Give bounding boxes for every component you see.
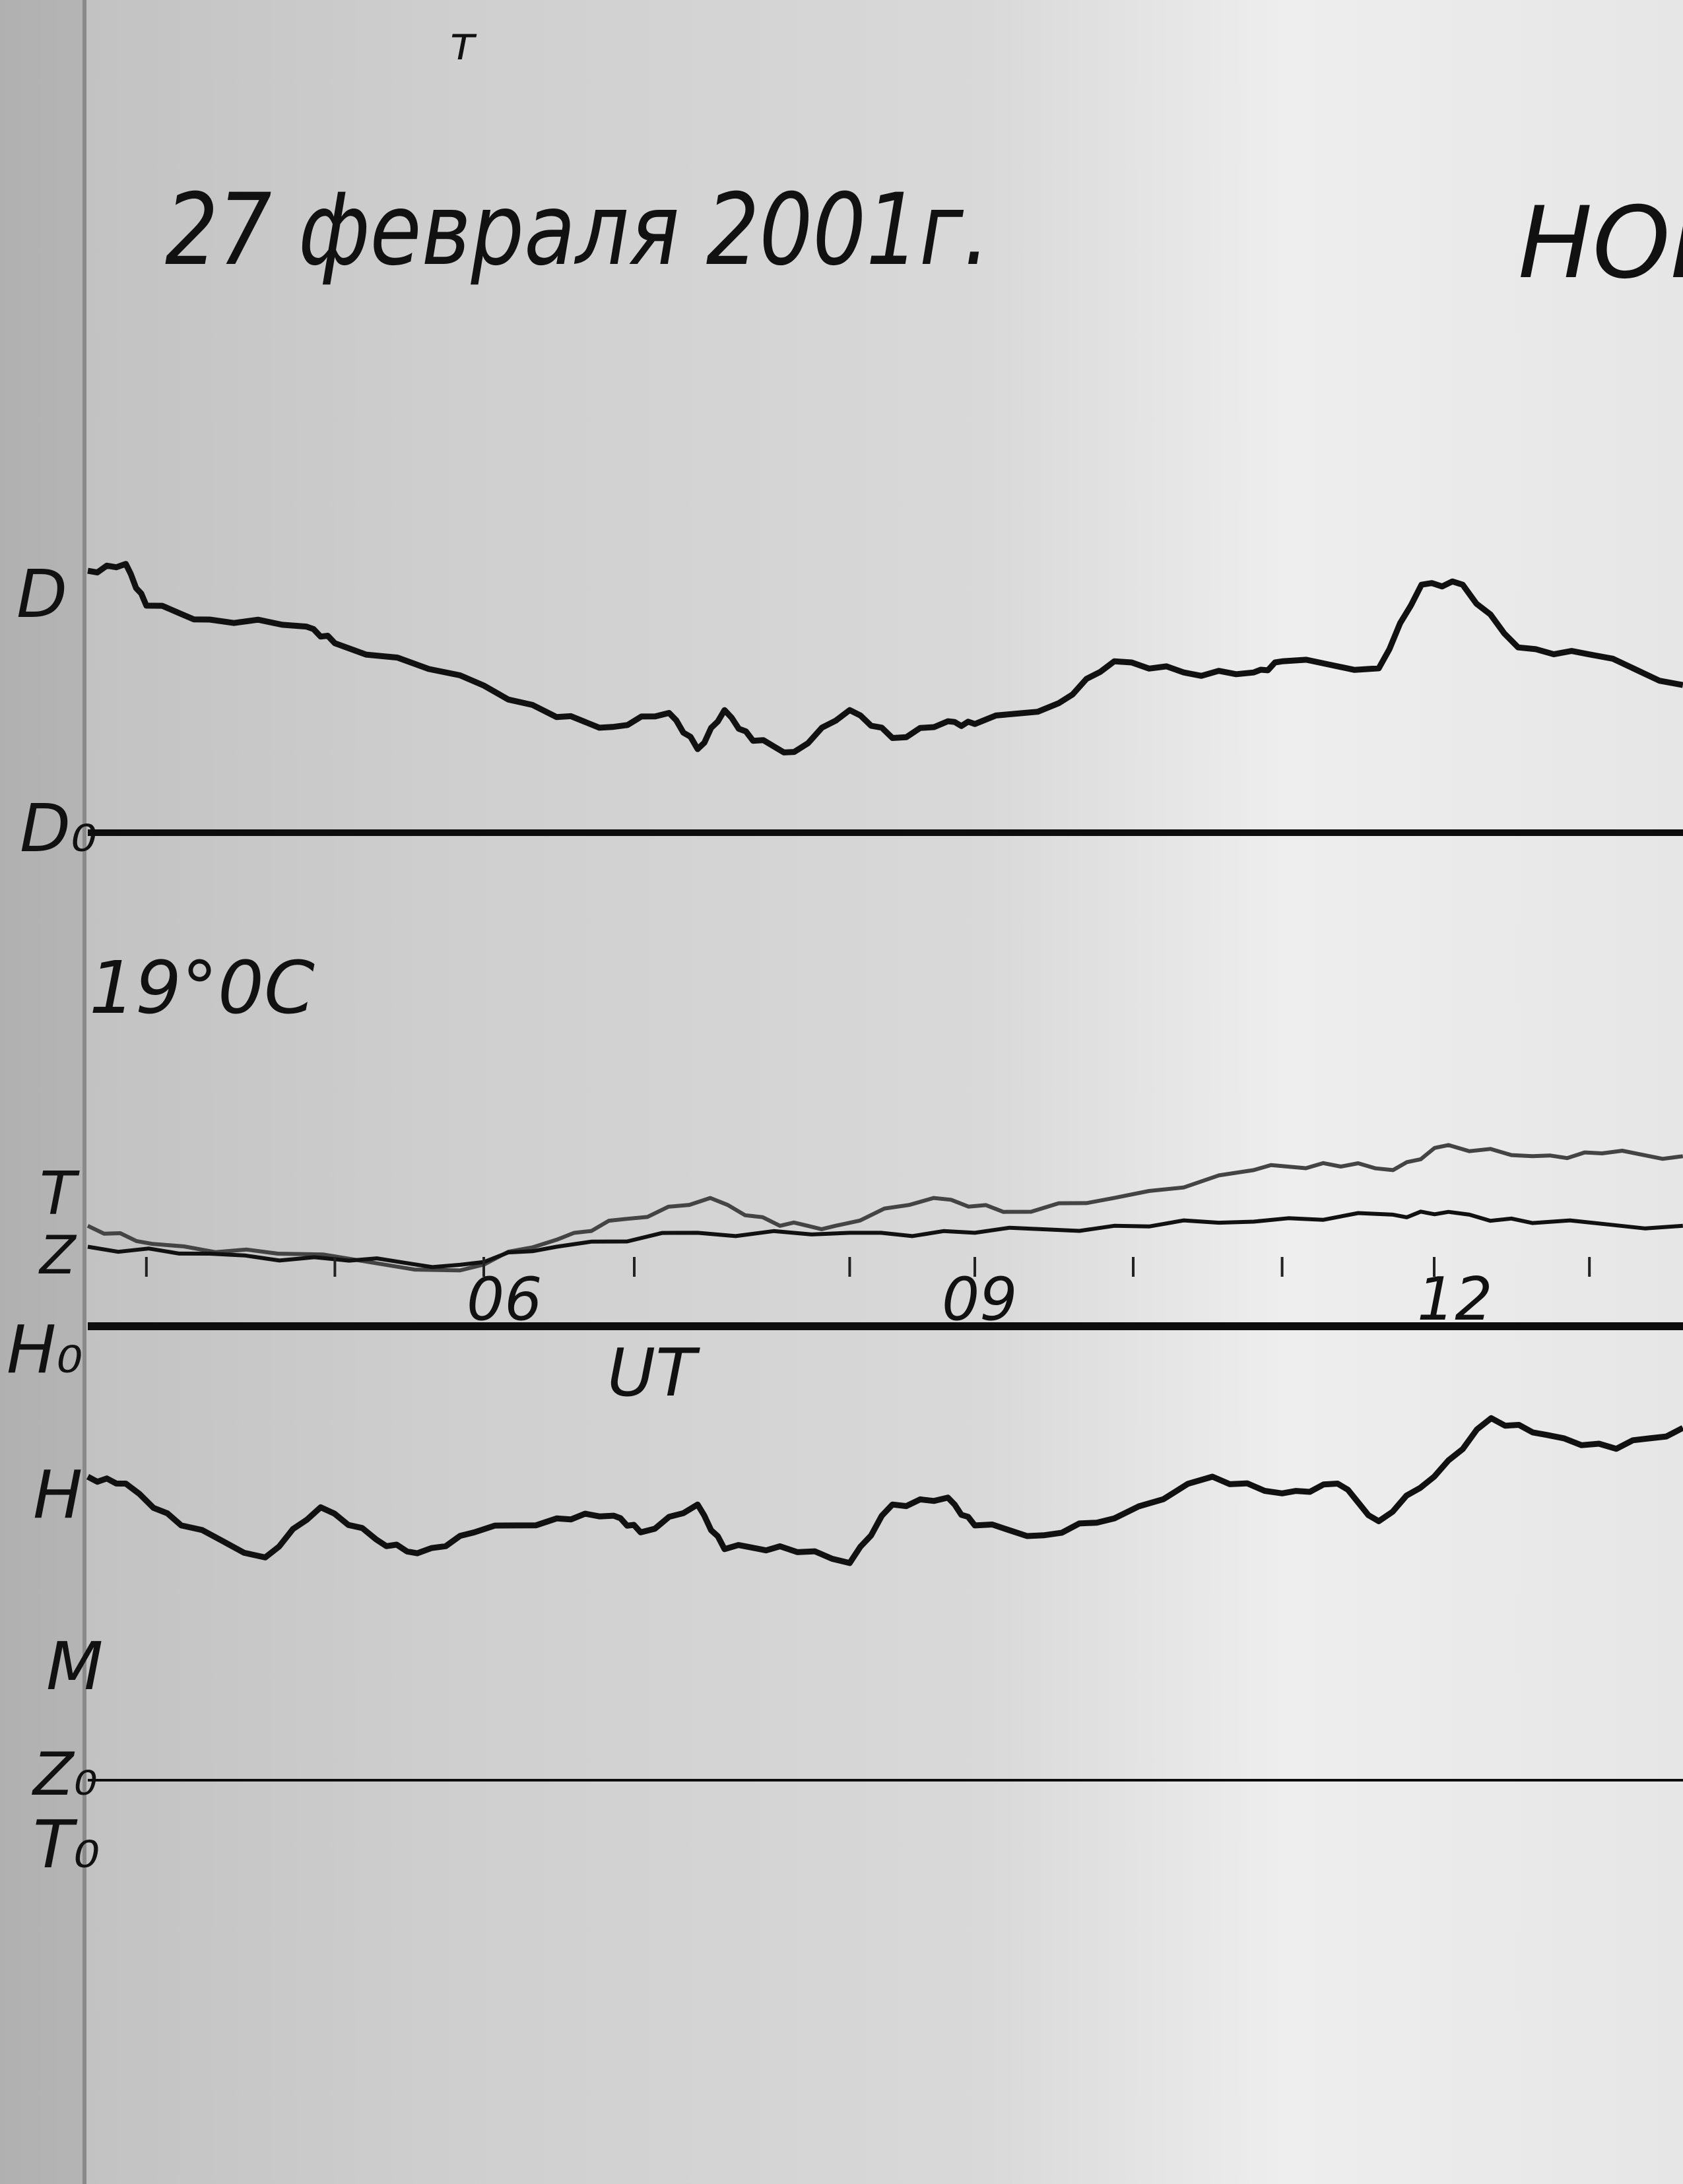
label-d: D	[16, 556, 67, 633]
hour-marks	[145, 1257, 1591, 1277]
trace-d	[87, 561, 1683, 755]
label-z: Z	[38, 1225, 77, 1286]
label-d0: D₀	[20, 790, 97, 867]
label-m: M	[46, 1628, 103, 1705]
label-z0: Z₀	[32, 1740, 98, 1809]
temperature-label: 19°0C	[89, 946, 315, 1030]
label-t: T	[40, 1159, 80, 1229]
x-axis-label: UT	[607, 1334, 700, 1411]
trace-t	[86, 1143, 1683, 1273]
label-h0: H₀	[7, 1311, 82, 1388]
x-tick-06: 06	[467, 1265, 543, 1334]
baselines	[88, 829, 1683, 1782]
chart-title: 27 февраля 2001г.	[165, 173, 990, 288]
traces	[86, 561, 1683, 1566]
label-t0: T₀	[33, 1806, 100, 1883]
mark-top: т	[449, 16, 477, 71]
left-margin-strip	[0, 0, 82, 2184]
x-tick-09: 09	[942, 1265, 1018, 1334]
label-h: H	[33, 1456, 82, 1533]
title-right: НОВ	[1518, 186, 1683, 301]
x-tick-labels: 06 09 12	[467, 1265, 1493, 1334]
trace-h	[86, 1415, 1683, 1566]
x-tick-12: 12	[1417, 1265, 1493, 1334]
trace-z	[87, 1209, 1683, 1269]
